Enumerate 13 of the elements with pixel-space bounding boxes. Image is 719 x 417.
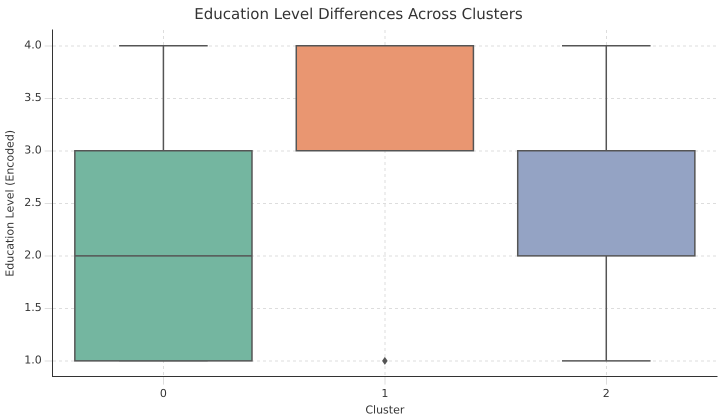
y-tick-label: 3.5: [24, 91, 42, 104]
y-tick-label: 2.0: [24, 248, 42, 262]
y-axis-title: Education Level (Encoded): [3, 130, 16, 277]
y-tick-label: 1.0: [24, 354, 42, 367]
y-tick-label: 3.0: [24, 144, 42, 157]
y-tick-label: 1.5: [24, 301, 42, 314]
chart-title: Education Level Differences Across Clusters: [194, 4, 523, 23]
x-axis-title: Cluster: [365, 403, 405, 416]
y-tick-label: 2.5: [24, 196, 42, 210]
x-tick-label: 1: [381, 387, 388, 400]
y-tick-label: 4.0: [24, 38, 42, 52]
x-tick-label: 0: [160, 387, 167, 400]
x-tick-label: 2: [602, 387, 610, 400]
